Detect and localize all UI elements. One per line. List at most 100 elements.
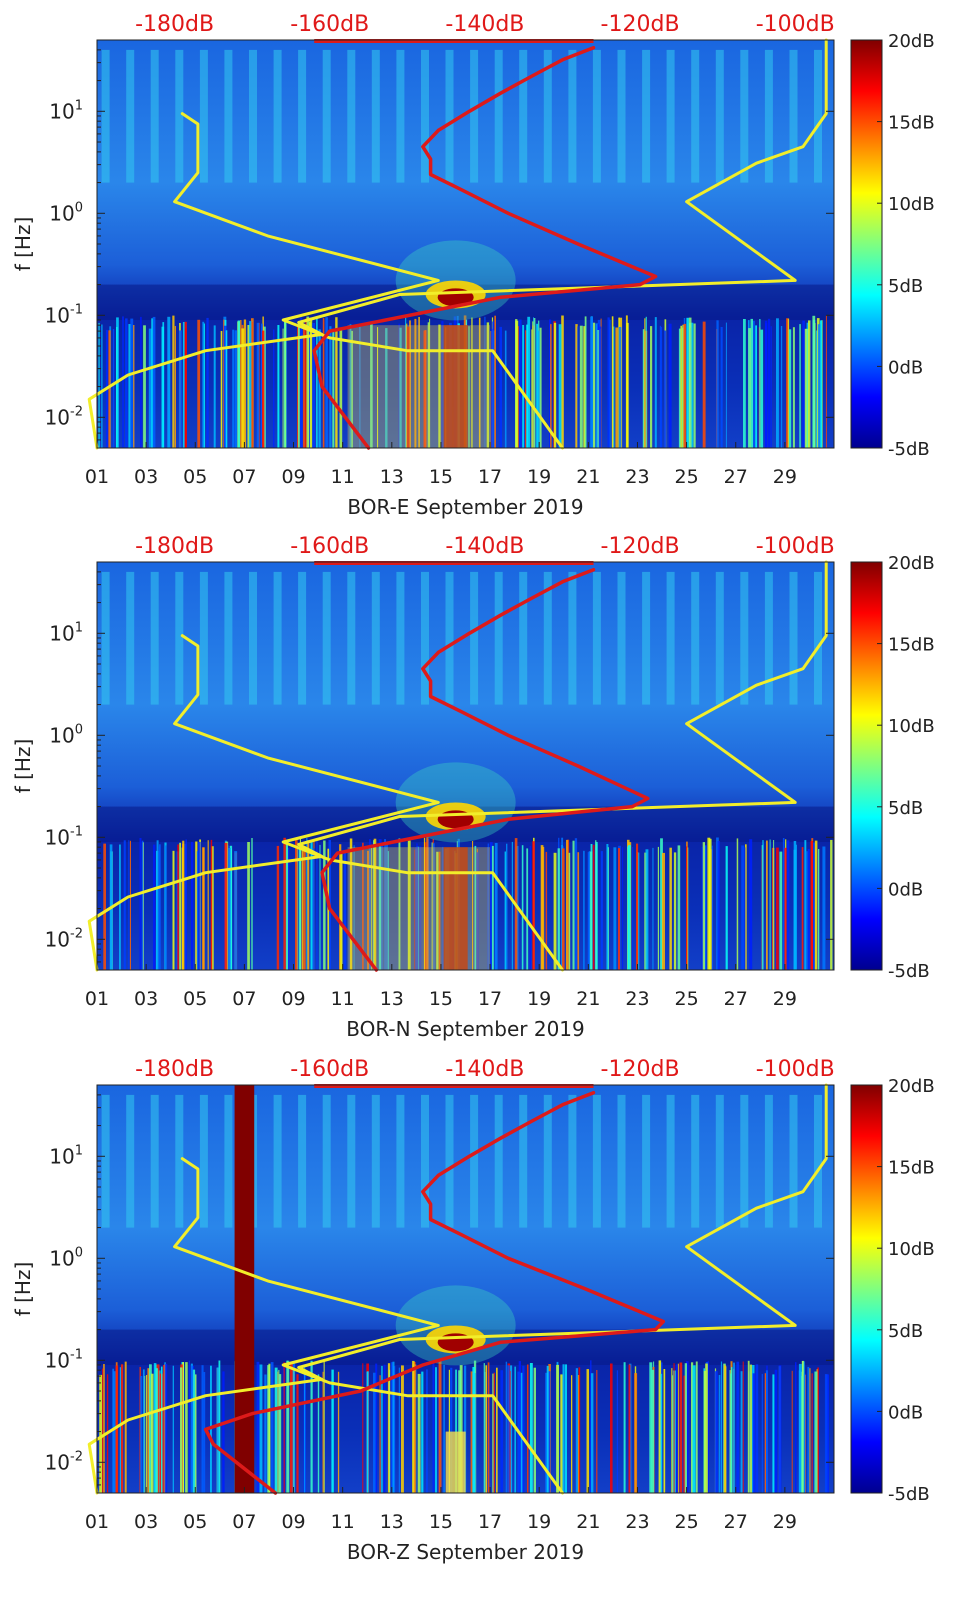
heatmap-streak	[423, 330, 426, 448]
top-db-tick-label: -100dB	[756, 534, 835, 559]
heatmap-streak	[818, 849, 820, 970]
heatmap-streak	[740, 1371, 743, 1493]
heatmap-streak	[152, 316, 156, 448]
heatmap-daily-band	[371, 571, 380, 705]
heatmap-streak	[424, 842, 427, 970]
heatmap-streak	[141, 840, 144, 970]
heatmap-streak	[455, 1369, 457, 1493]
heatmap-streak	[774, 1369, 778, 1493]
heatmap-streak	[285, 841, 288, 970]
heatmap-streak	[182, 840, 185, 970]
x-tick-label: 27	[724, 988, 748, 1010]
heatmap-daily-band	[789, 1094, 798, 1228]
heatmap-streak	[417, 1373, 421, 1493]
heatmap-streak	[471, 317, 473, 448]
heatmap-streak	[389, 1369, 391, 1493]
heatmap-streak	[680, 325, 683, 448]
heatmap-streak	[351, 330, 353, 448]
heatmap-streak	[283, 1362, 285, 1493]
heatmap-streak	[553, 322, 557, 448]
colorbar: 20dB 15dB 10dB 5dB 0dB -5dB	[850, 1076, 935, 1505]
heatmap-streak	[618, 848, 621, 970]
heatmap-daily-band	[347, 571, 356, 705]
y-axis-label: f [Hz]	[11, 217, 35, 272]
heatmap-streak	[289, 1364, 293, 1493]
colorbar-tick-label: 0dB	[888, 1402, 923, 1423]
heatmap-streak	[762, 840, 764, 970]
x-tick-label: 25	[675, 1511, 699, 1533]
heatmap-streak	[180, 1367, 183, 1493]
heatmap-streak	[418, 317, 420, 448]
heatmap-streak	[622, 847, 624, 970]
heatmap-streak	[673, 1363, 675, 1493]
heatmap-streak	[795, 844, 797, 970]
heatmap-streak	[412, 1360, 415, 1493]
heatmap-streak	[116, 327, 118, 448]
heatmap-streak	[520, 1372, 523, 1493]
heatmap-streak	[579, 325, 583, 448]
heatmap-daily-band	[421, 1094, 429, 1228]
heatmap-streak	[413, 1362, 416, 1493]
heatmap-streak	[805, 851, 808, 970]
heatmap-streak	[682, 324, 685, 448]
heatmap-streak	[686, 846, 688, 970]
heatmap-streak	[651, 1369, 655, 1493]
heatmap-streak	[438, 851, 441, 970]
heatmap-streak	[645, 316, 647, 448]
heatmap-daily-band	[249, 571, 257, 705]
heatmap-streak	[247, 325, 251, 448]
heatmap-streak	[628, 845, 631, 970]
heatmap-streak	[693, 323, 696, 448]
heatmap-streak	[822, 846, 826, 970]
heatmap-streak	[707, 837, 711, 970]
y-tick-label: 100	[49, 1245, 83, 1270]
heatmap-streak	[301, 850, 304, 970]
heatmap-streak	[489, 842, 493, 970]
heatmap-daily-band	[740, 571, 749, 705]
spectrogram-heatmap	[97, 562, 834, 970]
heatmap-streak	[270, 1362, 274, 1493]
heatmap-streak	[782, 838, 785, 970]
top-db-tick-label: -180dB	[135, 12, 214, 37]
x-tick-label: 15	[429, 1511, 453, 1533]
heatmap-streak	[810, 841, 813, 970]
heatmap-daily-band	[814, 1094, 822, 1228]
heatmap-streak	[590, 1373, 594, 1493]
heatmap-streak	[185, 328, 187, 448]
heatmap-streak	[197, 319, 201, 448]
heatmap-streak	[201, 1365, 204, 1493]
heatmap-streak	[504, 330, 507, 448]
heatmap-streak	[140, 1376, 143, 1493]
heatmap-streak	[366, 1371, 369, 1493]
heatmap-streak	[595, 842, 598, 970]
heatmap-streak	[586, 1369, 589, 1493]
heatmap-streak	[472, 841, 474, 970]
heatmap-streak	[398, 838, 401, 970]
heatmap-streak	[210, 839, 213, 970]
heatmap-streak	[415, 848, 417, 970]
heatmap-streak	[306, 316, 310, 448]
heatmap-streak	[343, 852, 346, 970]
heatmap-streak	[459, 1365, 463, 1493]
heatmap-streak	[514, 1366, 516, 1493]
heatmap-streak	[172, 850, 175, 970]
heatmap-streak	[545, 851, 548, 970]
heatmap-streak	[409, 320, 411, 448]
heatmap-streak	[143, 325, 146, 448]
heatmap-streak	[662, 852, 665, 970]
heatmap-streak	[286, 1360, 290, 1493]
heatmap-daily-band	[642, 49, 651, 183]
x-axis-label: BOR-Z September 2019	[347, 1540, 584, 1564]
heatmap-streak	[725, 322, 727, 448]
chart-panel-1: 01 03 05 07 09 11 13 15 17 19 21 23 25 27 29 BOR-E Sept…	[11, 12, 935, 519]
heatmap-streak	[295, 838, 298, 970]
heatmap-streak	[392, 1361, 395, 1493]
heatmap-daily-band	[642, 1094, 651, 1228]
heatmap-streak	[472, 1367, 476, 1493]
x-tick-label: 03	[134, 988, 158, 1010]
heatmap-streak	[282, 328, 284, 448]
y-axis-label: f [Hz]	[11, 1262, 35, 1317]
heatmap-streak	[802, 320, 805, 448]
heatmap-streak	[825, 315, 827, 448]
heatmap-streak	[660, 838, 663, 970]
